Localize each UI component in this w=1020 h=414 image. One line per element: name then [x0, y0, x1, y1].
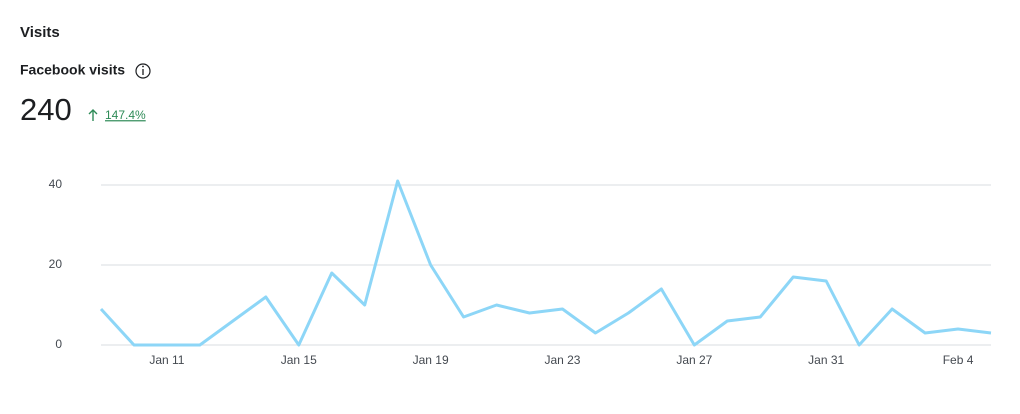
x-tick-label: Feb 4 [943, 353, 974, 367]
y-tick-label: 0 [55, 337, 62, 351]
info-icon[interactable] [135, 63, 151, 79]
x-tick-label: Jan 15 [281, 353, 317, 367]
x-tick-label: Jan 23 [544, 353, 580, 367]
info-circle [135, 63, 151, 79]
info-dot [142, 65, 144, 68]
y-tick-label: 40 [49, 177, 63, 191]
metric-total: 240 [20, 92, 72, 127]
metric-label: Facebook visits [20, 62, 125, 78]
card-title: Visits [20, 24, 60, 41]
up-arrow [88, 109, 98, 121]
y-tick-label: 20 [49, 257, 63, 271]
series-line [99, 179, 992, 347]
x-tick-label: Jan 11 [149, 353, 184, 367]
x-tick-label: Jan 19 [413, 353, 449, 367]
metric-change[interactable]: 147.4% [105, 108, 146, 122]
x-tick-label: Jan 31 [808, 353, 844, 367]
x-tick-label: Jan 27 [676, 353, 712, 367]
